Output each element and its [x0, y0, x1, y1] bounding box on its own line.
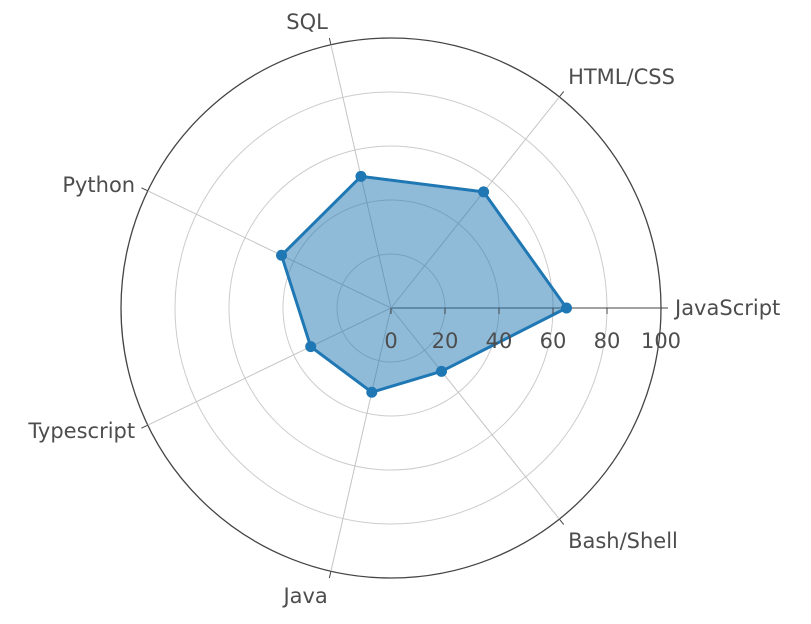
- tick-layer: 0 20 40 60 80 100: [384, 308, 681, 353]
- data-point-bash-shell: [436, 365, 448, 377]
- axis-tick-mark: [558, 91, 565, 98]
- axis-tick-mark: [558, 518, 565, 525]
- data-point-html-css: [478, 186, 490, 198]
- data-point-typescript: [305, 341, 317, 353]
- category-label: Python: [62, 173, 135, 197]
- category-label: Typescript: [27, 419, 135, 443]
- axis-tick-mark: [141, 187, 148, 192]
- category-label: JavaScript: [673, 296, 780, 320]
- radial-tick-label: 80: [594, 329, 621, 353]
- data-point-sql: [355, 170, 367, 182]
- radial-tick-label: 20: [432, 329, 459, 353]
- radial-tick-label: 40: [486, 329, 513, 353]
- category-label: SQL: [286, 10, 328, 34]
- data-point-javascript: [561, 302, 572, 314]
- axis-tick-mark: [328, 37, 332, 45]
- label-layer: JavaScript HTML/CSS SQL Python Typescript Jav…: [27, 10, 780, 608]
- data-point-python: [276, 249, 288, 261]
- radial-tick-label: 0: [384, 329, 397, 353]
- radial-tick-label: 100: [641, 329, 681, 353]
- category-label: Bash/Shell: [568, 529, 678, 553]
- data-point-java: [366, 386, 378, 398]
- radial-tick-label: 60: [540, 329, 567, 353]
- series-area: [280, 174, 568, 394]
- axis-tick-mark: [141, 424, 148, 429]
- category-label: Java: [281, 584, 327, 608]
- category-label: HTML/CSS: [568, 65, 675, 89]
- series-layer: [276, 170, 572, 398]
- axis-tick-mark: [328, 571, 332, 579]
